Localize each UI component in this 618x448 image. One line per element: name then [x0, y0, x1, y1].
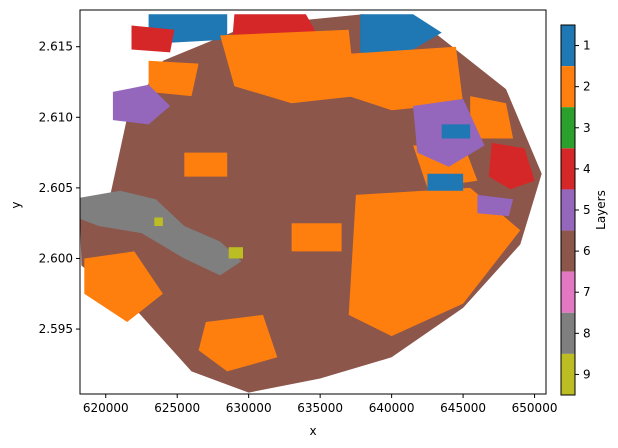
colorbar-tick-label: 5 — [583, 203, 591, 217]
region-layer-5-18 — [477, 194, 514, 217]
region-layer-2-7 — [348, 187, 521, 337]
plot-area — [79, 9, 547, 395]
x-axis-label: x — [309, 424, 316, 438]
colorbar-tick-label: 7 — [583, 285, 591, 299]
region-layer-4-19 — [488, 142, 535, 190]
region-layer-1-21 — [441, 124, 471, 139]
colorbar-swatch-8 — [561, 312, 575, 354]
colorbar-frame — [560, 24, 576, 396]
y-tick-label: 2.605 — [39, 181, 73, 195]
x-tick-label: 640000 — [369, 401, 415, 415]
region-layer-2-9 — [470, 96, 514, 139]
x-tick-label: 625000 — [154, 401, 200, 415]
region-layer-8-15 — [80, 190, 242, 276]
y-tick-label: 2.615 — [39, 40, 73, 54]
colorbar-swatch-1 — [561, 25, 575, 67]
map-regions — [80, 14, 542, 393]
colorbar-swatch-7 — [561, 271, 575, 313]
region-layer-2-5 — [220, 29, 356, 104]
region-layer-5-16 — [112, 84, 171, 125]
y-tick-label: 2.595 — [39, 322, 73, 336]
colorbar-tick-label: 8 — [583, 326, 591, 340]
plot-frame — [79, 9, 547, 395]
region-layer-2-14 — [291, 223, 342, 252]
x-tick-label: 635000 — [297, 401, 343, 415]
colorbar-swatch-3 — [561, 107, 575, 149]
region-layer-2-10 — [84, 251, 163, 322]
region-layer-9-22 — [228, 247, 243, 259]
region-layer-4-4 — [131, 25, 175, 53]
region-layer-2-13 — [184, 152, 228, 177]
colorbar-tick-label: 6 — [583, 244, 591, 258]
x-tick-label: 650000 — [512, 401, 558, 415]
colorbar-swatch-9 — [561, 353, 575, 395]
y-axis: 2.595 2.600 2.605 2.610 2.615 — [39, 40, 80, 336]
x-tick-label: 645000 — [440, 401, 486, 415]
colorbar-swatch-4 — [561, 148, 575, 190]
colorbar-swatch-2 — [561, 66, 575, 108]
colorbar-label: Layers — [594, 190, 608, 230]
colorbar-swatch-5 — [561, 189, 575, 231]
colorbar-swatch-6 — [561, 230, 575, 272]
colorbar-tick-label: 2 — [583, 80, 591, 94]
colorbar-tick-label: 1 — [583, 39, 591, 53]
colorbar-tick-label: 4 — [583, 162, 591, 176]
y-tick-label: 2.610 — [39, 110, 73, 124]
colorbar-tick-label: 9 — [583, 367, 591, 381]
region-layer-1-20 — [427, 173, 464, 191]
region-layer-2-12 — [148, 60, 199, 97]
region-layer-2-6 — [348, 46, 464, 111]
region-layer-9-23 — [154, 217, 163, 226]
x-tick-label: 630000 — [226, 401, 272, 415]
y-tick-label: 2.600 — [39, 251, 73, 265]
y-axis-label: y — [9, 201, 23, 208]
region-layer-2-11 — [198, 314, 278, 372]
colorbar: 1 2 3 4 5 6 7 8 9 — [560, 24, 591, 396]
x-axis: 620000 625000 630000 635000 640000 645000 6500… — [83, 394, 558, 415]
region-layer-1-2 — [360, 14, 442, 58]
x-tick-label: 620000 — [83, 401, 129, 415]
colorbar-tick-label: 3 — [583, 121, 591, 135]
